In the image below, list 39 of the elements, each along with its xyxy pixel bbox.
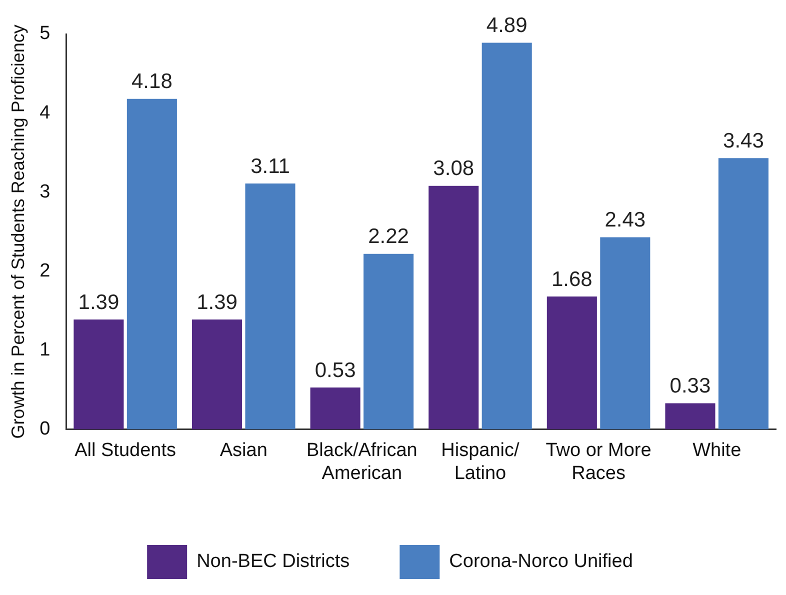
y-tick-label: 1: [40, 340, 50, 361]
x-tick-label: Two or More Races: [546, 440, 652, 484]
x-tick-label: White: [692, 440, 742, 462]
data-label: 4.89: [486, 14, 528, 37]
bar: [126, 98, 177, 430]
y-tick-label: 5: [40, 23, 50, 44]
data-label: 2.22: [368, 225, 409, 248]
y-axis-title: Growth in Percent of Students Reaching Proficiency: [8, 24, 28, 439]
legend-label: Non-BEC Districts: [196, 551, 350, 572]
y-tick-label: 4: [40, 102, 51, 124]
data-label: 2.43: [604, 208, 646, 232]
legend-label: Corona-Norco Unified: [449, 551, 633, 572]
bar: [364, 254, 414, 430]
bar: [74, 319, 124, 430]
x-tick-label: Asian: [220, 440, 268, 462]
data-label: 0.33: [670, 374, 711, 398]
bar: [718, 158, 768, 430]
x-tick-label: All Students: [74, 440, 176, 462]
bar: [428, 186, 479, 430]
y-tick-label: 0: [40, 418, 50, 440]
y-tick-label: 2: [40, 260, 50, 282]
data-label: 1.39: [196, 290, 238, 314]
bar: [546, 296, 597, 430]
bar: [482, 42, 532, 430]
bar: [600, 237, 650, 430]
bar: [192, 319, 242, 430]
data-label: 0.53: [314, 358, 356, 382]
bar: [245, 183, 296, 430]
data-label: 4.18: [132, 70, 172, 94]
data-label: 3.43: [723, 129, 764, 152]
y-tick-label: 3: [40, 181, 50, 202]
data-label: 3.11: [250, 154, 290, 178]
bar: [310, 387, 360, 430]
bar: [665, 403, 716, 430]
data-label: 1.68: [551, 268, 592, 291]
x-tick-label: Black/African American: [306, 440, 418, 484]
x-tick-label: Hispanic/Latino: [441, 440, 520, 484]
data-label: 3.08: [433, 157, 474, 180]
data-label: 1.39: [78, 290, 120, 314]
